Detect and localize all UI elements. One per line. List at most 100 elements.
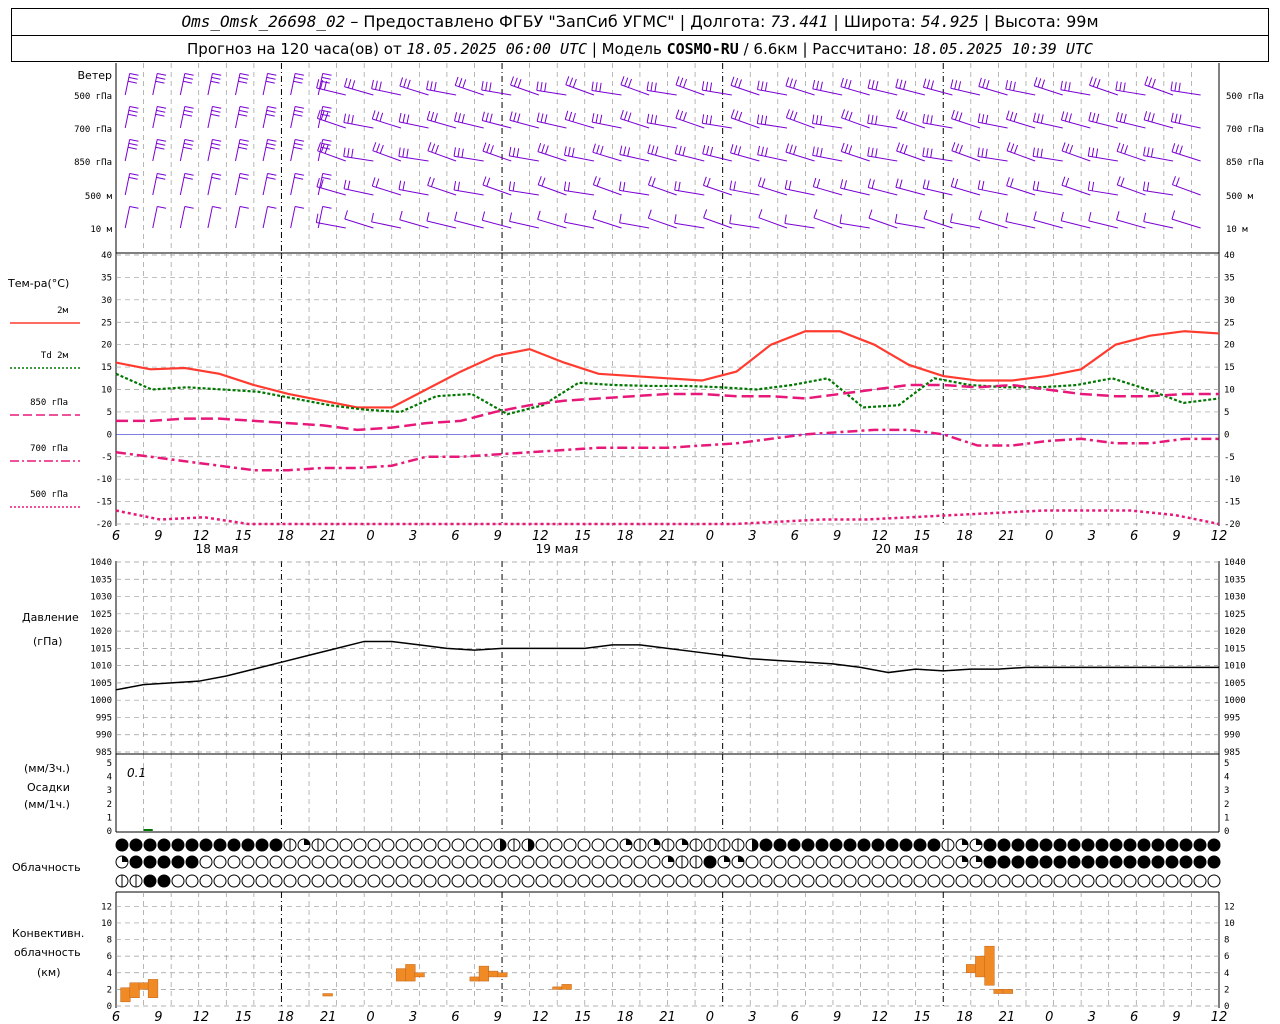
convective-bar — [405, 964, 416, 982]
cloud-cover-symbol-fill — [500, 839, 506, 851]
temp-tick-label-left: -5 — [101, 453, 112, 463]
wind-barb — [454, 189, 484, 196]
wind-barb-feather — [812, 177, 817, 187]
wind-barb-feather — [1151, 78, 1156, 88]
convective-bar — [396, 968, 407, 982]
wind-barb — [867, 87, 898, 96]
cloud-cover-symbol — [339, 855, 353, 869]
cloud-cover-symbol — [1067, 838, 1081, 852]
wind-barb-feather — [844, 110, 849, 120]
wind-barb-feather — [184, 138, 194, 142]
cloud-cover-symbol — [885, 838, 899, 852]
pressure-tick-label-right: 1020 — [1224, 627, 1246, 637]
wind-barb — [813, 186, 843, 196]
wind-barb-feather — [564, 213, 567, 223]
wind-barb — [235, 139, 241, 162]
wind-barb-feather — [129, 205, 139, 209]
cloud-cover-symbol-fill — [122, 856, 128, 862]
wind-barb — [124, 206, 131, 229]
wind-barb-feather — [1033, 211, 1037, 221]
cloud-cover-symbol — [479, 855, 493, 869]
cloud-cover-symbol — [941, 855, 955, 869]
wind-barb-feather — [1171, 143, 1176, 153]
wind-barb-feather — [347, 79, 352, 89]
wind-barb-feather — [1119, 81, 1122, 91]
wind-barb-feather — [738, 79, 742, 89]
cloud-cover-symbol-fill — [626, 839, 632, 845]
wind-barb — [729, 189, 760, 196]
x-tick-label-bottom: 12 — [532, 1010, 549, 1024]
pressure-tick-label-right: 1025 — [1224, 610, 1246, 620]
wind-barb-feather — [871, 179, 875, 189]
wind-barb — [262, 139, 269, 162]
wind-barb-feather — [977, 180, 981, 190]
wind-barb-feather — [985, 148, 988, 158]
wind-barb — [867, 122, 898, 129]
cloud-cover-symbol — [1193, 874, 1207, 888]
wind-barb-feather — [293, 146, 303, 150]
cloud-cover-symbol — [353, 838, 367, 852]
wind-barb-feather — [683, 112, 687, 121]
cloud-cover-symbol — [269, 874, 283, 888]
wind-barb-feather — [1009, 80, 1012, 90]
wind-barb-feather — [184, 172, 194, 176]
pressure-tick-label-right: 1035 — [1224, 575, 1246, 585]
wind-barb-feather — [343, 179, 347, 189]
wind-barb-feather — [871, 147, 874, 157]
cloud-cover-symbol — [269, 855, 283, 869]
wind-barb — [786, 117, 815, 129]
temp-legend-label: 700 гПа — [30, 444, 68, 454]
wind-barb-feather — [212, 172, 222, 176]
wind-barb-feather — [591, 81, 594, 91]
wind-barb-feather — [1088, 111, 1092, 121]
wind-barb-feather — [155, 80, 165, 84]
wind-barb-feather — [571, 147, 575, 157]
cloud-cover-symbol — [1025, 855, 1039, 869]
wind-barb-feather — [183, 109, 193, 113]
cloud-cover-symbol — [241, 855, 255, 869]
pressure-tick-label-left: 1010 — [90, 662, 112, 672]
cloud-cover-symbol — [843, 855, 857, 869]
wind-barb-feather — [1170, 112, 1174, 122]
cloud-cover-symbol — [871, 838, 885, 852]
wind-barb — [841, 117, 870, 129]
x-tick-label-bottom: 6 — [1130, 1010, 1138, 1024]
wind-barb-feather — [510, 76, 515, 86]
cloud-cover-symbol — [1207, 855, 1221, 869]
cloud-cover-symbol — [157, 874, 171, 888]
wind-barb-feather — [375, 80, 378, 90]
cloud-cover-symbol — [129, 838, 143, 852]
wind-barb-feather — [489, 145, 494, 154]
cloud-cover-symbol — [241, 838, 255, 852]
wind-barb-feather — [563, 181, 567, 191]
wind-barb-feather — [903, 145, 908, 154]
x-tick-label: 9 — [1172, 529, 1180, 544]
cloud-cover-symbol — [927, 855, 941, 869]
cloud-cover-symbol — [325, 874, 339, 888]
wind-barb — [124, 106, 131, 129]
cloud-cover-symbol — [1067, 874, 1081, 888]
temp-tick-label-left: 0 — [107, 430, 112, 440]
cloud-cover-symbol — [591, 874, 605, 888]
wind-barb-feather — [434, 144, 439, 154]
wind-barb-feather — [1142, 181, 1146, 191]
x-tick-label-bottom: 18 — [617, 1010, 634, 1024]
wind-barb — [427, 184, 457, 196]
cloud-cover-symbol — [983, 855, 997, 869]
wind-barb-feather — [295, 72, 305, 76]
temp-tick-label-right: -5 — [1224, 453, 1235, 463]
x-tick-label: 3 — [748, 529, 756, 544]
wind-barb-feather — [951, 109, 955, 119]
cloud-cover-symbol — [1123, 855, 1137, 869]
cloud-cover-symbol — [1151, 874, 1165, 888]
wind-barb-feather — [267, 172, 277, 176]
wind-barb-feather — [375, 111, 380, 121]
convective-bar — [414, 972, 425, 978]
wind-barb-feather — [1087, 147, 1091, 157]
cloud-cover-symbol — [829, 838, 843, 852]
cloud-cover-symbol — [255, 838, 269, 852]
wind-barb-feather — [512, 182, 516, 192]
wind-barb-feather — [212, 72, 222, 76]
wind-barb-feather — [1036, 113, 1040, 123]
wind-barb-feather — [322, 138, 332, 142]
